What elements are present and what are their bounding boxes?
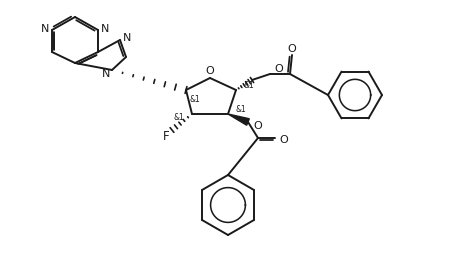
- Text: O: O: [253, 121, 262, 131]
- Text: O: O: [274, 64, 283, 74]
- Text: N: N: [41, 24, 49, 34]
- Text: &1: &1: [236, 106, 247, 114]
- Polygon shape: [228, 114, 249, 125]
- Text: O: O: [279, 135, 288, 145]
- Text: O: O: [206, 66, 214, 76]
- Text: O: O: [288, 44, 296, 54]
- Text: &1: &1: [189, 94, 200, 103]
- Text: &1: &1: [173, 113, 184, 123]
- Text: N: N: [123, 33, 131, 43]
- Text: F: F: [163, 130, 169, 143]
- Text: &1: &1: [244, 80, 255, 89]
- Text: N: N: [102, 69, 110, 79]
- Text: N: N: [101, 24, 109, 34]
